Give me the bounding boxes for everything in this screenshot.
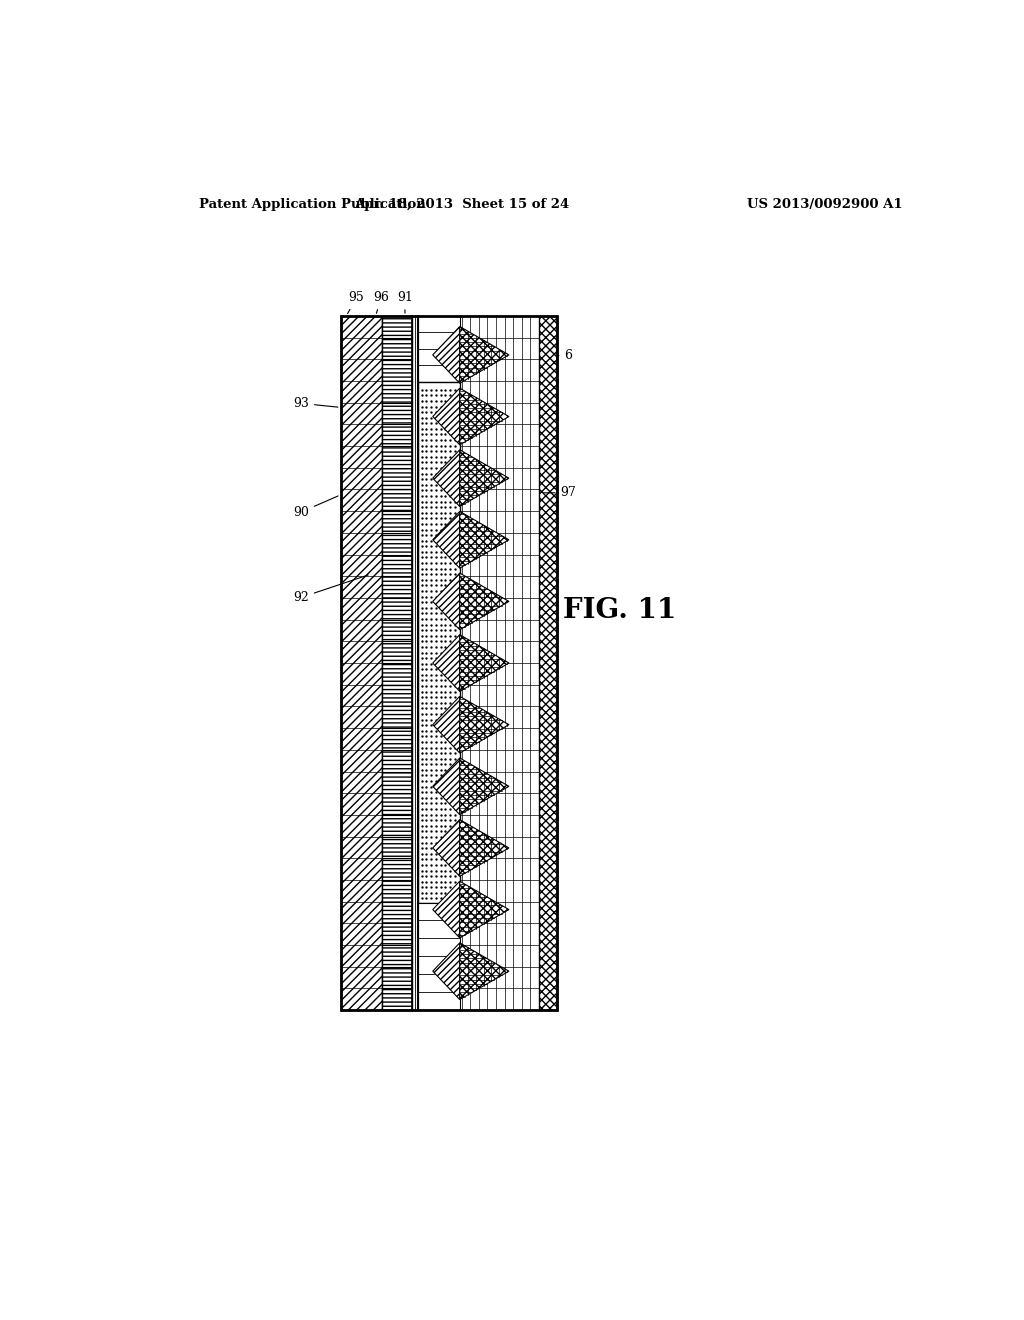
Bar xyxy=(419,315,460,381)
Polygon shape xyxy=(433,635,460,692)
Polygon shape xyxy=(460,942,509,999)
Bar xyxy=(341,315,382,1010)
Text: 93: 93 xyxy=(293,397,338,409)
Polygon shape xyxy=(433,388,460,445)
Text: 92: 92 xyxy=(293,576,369,605)
Text: 91: 91 xyxy=(397,292,413,313)
Text: 95: 95 xyxy=(347,292,365,314)
Polygon shape xyxy=(433,450,460,507)
Polygon shape xyxy=(433,820,460,876)
Text: Patent Application Publication: Patent Application Publication xyxy=(200,198,426,211)
Text: 90: 90 xyxy=(293,496,338,519)
Bar xyxy=(412,315,419,1010)
Polygon shape xyxy=(433,511,460,568)
Bar xyxy=(382,315,412,1010)
Polygon shape xyxy=(460,388,509,445)
Text: 6: 6 xyxy=(558,348,572,362)
Polygon shape xyxy=(460,882,509,939)
Polygon shape xyxy=(460,758,509,814)
Polygon shape xyxy=(433,882,460,939)
Polygon shape xyxy=(460,511,509,568)
Polygon shape xyxy=(433,942,460,999)
Bar xyxy=(341,315,557,1010)
Polygon shape xyxy=(433,697,460,752)
Bar xyxy=(419,381,460,903)
Bar xyxy=(419,903,460,1010)
Polygon shape xyxy=(460,326,509,383)
Text: Apr. 18, 2013  Sheet 15 of 24: Apr. 18, 2013 Sheet 15 of 24 xyxy=(353,198,569,211)
Polygon shape xyxy=(460,820,509,876)
Bar xyxy=(539,315,557,1010)
Polygon shape xyxy=(433,326,460,383)
Bar xyxy=(419,315,539,1010)
Polygon shape xyxy=(433,758,460,814)
Polygon shape xyxy=(460,573,509,630)
Polygon shape xyxy=(460,450,509,507)
Text: FIG. 11: FIG. 11 xyxy=(563,597,677,624)
Polygon shape xyxy=(433,573,460,630)
Text: US 2013/0092900 A1: US 2013/0092900 A1 xyxy=(748,198,902,211)
Text: 96: 96 xyxy=(373,292,389,313)
Text: 97: 97 xyxy=(544,486,577,499)
Polygon shape xyxy=(460,635,509,692)
Polygon shape xyxy=(460,697,509,752)
